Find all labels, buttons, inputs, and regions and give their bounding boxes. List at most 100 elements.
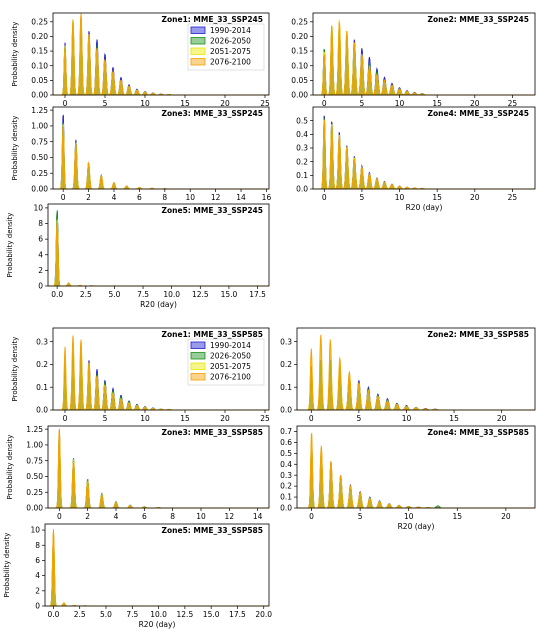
panel-title: Zone3: MME_33_SSP245 [162, 109, 263, 118]
plot-frame [296, 425, 536, 509]
x-tick-label: 0 [309, 414, 314, 423]
legend-label: 2076-2100 [210, 58, 251, 67]
x-tick-label: 0 [61, 193, 66, 202]
legend-label: 2051-2075 [210, 362, 251, 371]
x-tick-label: 2.5 [74, 610, 86, 619]
x-axis-label: R20 (day) [139, 620, 176, 629]
x-tick-label: 12.5 [192, 290, 209, 299]
x-tick-label: 0.0 [51, 290, 63, 299]
x-axis-label: R20 (day) [140, 300, 177, 309]
x-tick-label: 0.0 [47, 610, 59, 619]
panel-title: Zone2: MME_33_SSP245 [428, 15, 529, 24]
series-2-area [45, 532, 269, 607]
plot-frame [47, 425, 270, 509]
panel-title: Zone2: MME_33_SSP585 [428, 330, 529, 339]
x-tick-label: 20 [470, 99, 480, 108]
x-tick-label: 16 [262, 193, 272, 202]
series-3-area [53, 123, 269, 190]
y-tick-label: 0.0 [36, 406, 48, 415]
legend-label: 2026-2050 [210, 37, 251, 46]
x-tick-label: 10 [140, 414, 150, 423]
y-tick-label: 1.00 [26, 441, 43, 450]
legend-swatch [190, 37, 206, 45]
y-tick-label: 0.4 [296, 130, 308, 139]
y-axis-label: Probability density [3, 533, 11, 598]
x-tick-label: 8 [170, 512, 175, 521]
y-tick-label: 0 [38, 282, 43, 291]
panel-title: Zone5: MME_33_SSP585 [162, 526, 263, 535]
x-tick-label: 10.0 [163, 290, 180, 299]
x-tick-label: 20.0 [255, 610, 272, 619]
y-tick-label: 0.25 [26, 488, 43, 497]
x-tick-label: 15 [180, 414, 190, 423]
y-tick-label: 0.10 [291, 61, 308, 70]
x-tick-label: 25 [508, 99, 518, 108]
panel-title: Zone3: MME_33_SSP585 [162, 428, 263, 437]
y-tick-label: 2 [35, 586, 40, 595]
y-tick-label: 0.00 [31, 185, 48, 194]
x-tick-label: 10 [395, 193, 405, 202]
panel-7: 0 5 10 15 20 0.0 0.1 0.2 0.3 Zone2: MME_33_SSP585 [280, 327, 536, 423]
legend-label: 2076-2100 [210, 373, 251, 382]
y-tick-label: 0.00 [291, 91, 308, 100]
y-tick-label: 0.3 [36, 337, 48, 346]
plot-frame [44, 523, 270, 607]
panel-9: 0 5 10 15 20 0.0 0.1 0.2 0.3 0.4 0.5 0.6 0.7 Zone4: M… [280, 425, 536, 531]
x-tick-label: 15 [180, 99, 190, 108]
legend-label: 2051-2075 [210, 47, 251, 56]
legend-swatch [190, 362, 206, 370]
series-2-area [53, 121, 269, 190]
panel-title: Zone4: MME_33_SSP245 [428, 109, 529, 118]
x-tick-label: 0 [57, 512, 62, 521]
x-tick-label: 15.0 [221, 290, 238, 299]
series-4-area [313, 119, 535, 190]
y-tick-label: 6 [35, 556, 40, 565]
series-1-area [45, 533, 269, 607]
legend-swatch [190, 26, 206, 34]
x-tick-label: 12 [225, 512, 235, 521]
y-tick-label: 0.50 [26, 472, 43, 481]
y-tick-label: 8 [35, 541, 40, 550]
x-tick-label: 5 [360, 99, 365, 108]
plot-frame [52, 327, 270, 411]
x-tick-label: 15 [453, 512, 463, 521]
x-tick-label: 5.0 [100, 610, 112, 619]
x-tick-label: 0 [63, 99, 68, 108]
series-2-area [48, 433, 269, 509]
x-tick-label: 14 [236, 193, 246, 202]
y-tick-label: 0.50 [31, 153, 48, 162]
plot-frame [312, 12, 536, 96]
x-tick-label: 10 [196, 512, 206, 521]
x-tick-label: 0 [322, 193, 327, 202]
plot-frame [52, 106, 270, 190]
y-tick-label: 0.1 [280, 383, 292, 392]
y-tick-label: 0.75 [26, 456, 43, 465]
panel-10: 0.0 2.5 5.0 7.5 10.0 12.5 15.0 17.5 20.0 0 2 4 6 8 10 Z… [3, 523, 272, 629]
x-tick-label: 20 [220, 99, 230, 108]
panel-1: 0 5 10 15 20 25 0.00 0.05 0.10 0.15 0.20 0.25 Zone1:… [11, 12, 270, 108]
y-tick-label: 0.75 [31, 137, 48, 146]
y-tick-label: 0.4 [280, 460, 292, 469]
y-tick-label: 0.2 [296, 157, 308, 166]
panel-title: Zone5: MME_33_SSP245 [162, 206, 263, 215]
y-tick-label: 0.00 [26, 504, 43, 513]
x-tick-label: 20 [220, 414, 230, 423]
series-4-area [297, 432, 535, 509]
y-tick-label: 0.3 [280, 471, 292, 480]
x-axis-label: R20 (day) [406, 203, 443, 212]
y-tick-label: 0.0 [280, 406, 292, 415]
y-tick-label: 1.25 [26, 425, 43, 434]
x-tick-label: 10 [402, 414, 412, 423]
x-tick-label: 15.0 [203, 610, 220, 619]
x-tick-label: 10 [404, 512, 414, 521]
x-tick-label: 5 [358, 512, 363, 521]
x-tick-label: 25 [260, 414, 270, 423]
panel-4: 0 5 10 15 20 25 0.0 0.1 0.2 0.3 0.4 0.5 Zone4: MME_3… [296, 106, 536, 212]
x-tick-label: 8 [162, 193, 167, 202]
x-tick-label: 10 [140, 99, 150, 108]
x-tick-label: 4 [114, 512, 119, 521]
x-axis-label: R20 (day) [398, 522, 435, 531]
y-tick-label: 4 [38, 250, 43, 259]
y-tick-label: 0.0 [296, 185, 308, 194]
